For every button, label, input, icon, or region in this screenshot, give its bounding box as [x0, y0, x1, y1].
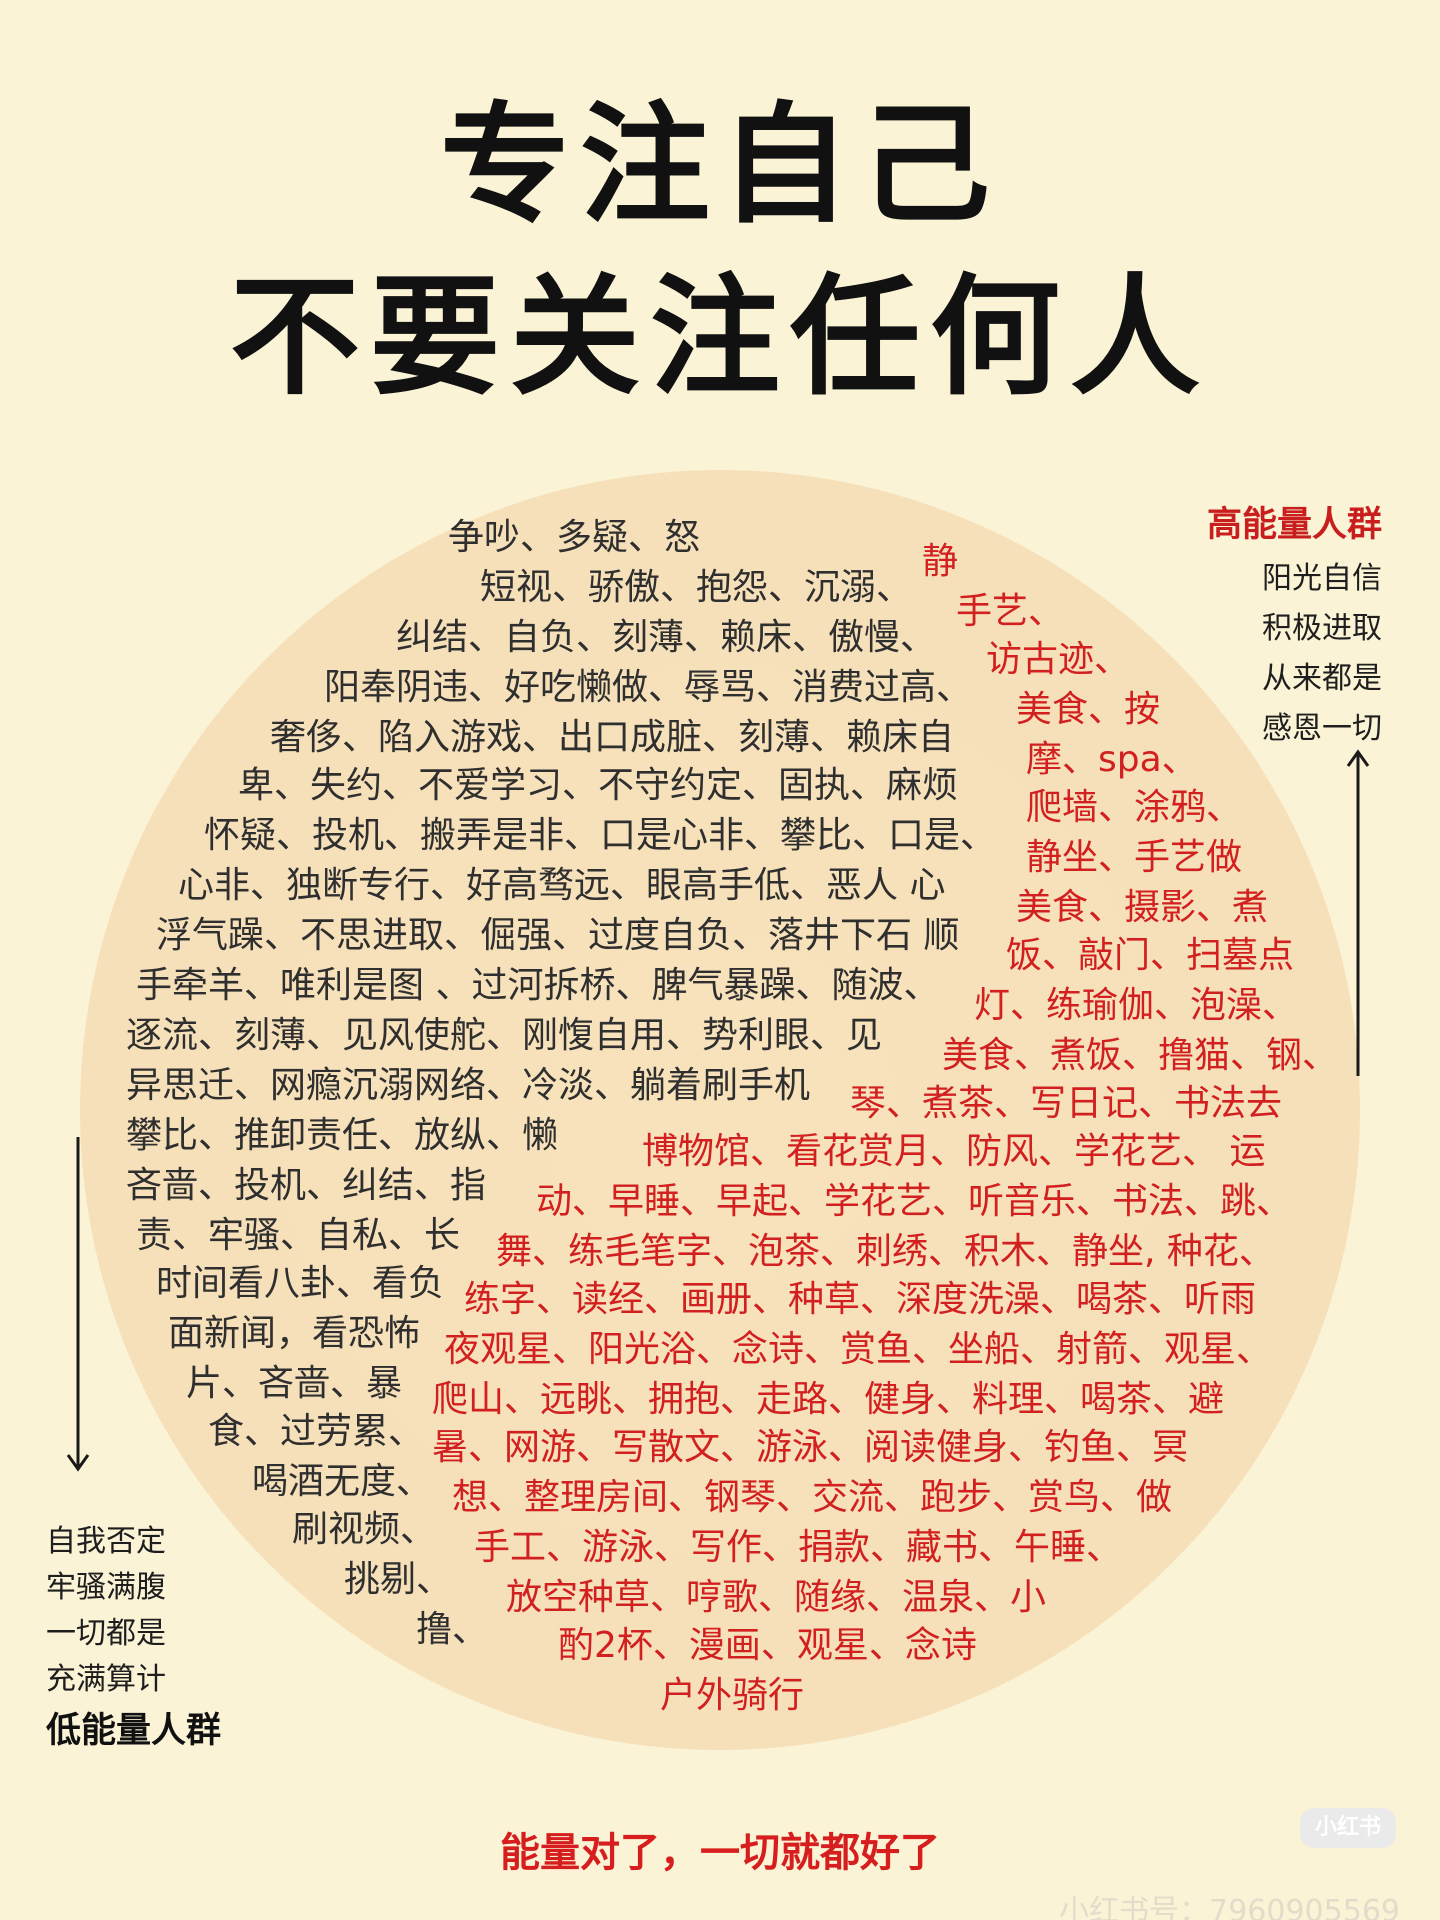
high-energy-heading: 高能量人群 — [1206, 505, 1382, 545]
high-energy-line: 从来都是 — [1262, 661, 1382, 696]
negative-word-line: 异思迁、网瘾沉溺网络、冷淡、躺着刷手机 — [126, 1065, 811, 1106]
positive-word-line: 饭、敲门、扫墓点 — [1006, 935, 1295, 976]
negative-word-line: 攀比、推卸责任、放纵、懒 — [126, 1115, 559, 1156]
positive-word-line: 动、早睡、早起、学花艺、听音乐、书法、跳、 — [536, 1181, 1293, 1222]
positive-word-line: 舞、练毛笔字、泡茶、刺绣、积木、静坐, 种花、 — [496, 1231, 1275, 1272]
negative-word-line: 短视、骄傲、抱怨、沉溺、 — [480, 567, 913, 608]
negative-word-line: 食、过劳累、 — [208, 1411, 425, 1452]
positive-word-line: 酌2杯、漫画、观星、念诗 — [558, 1625, 977, 1666]
positive-word-line: 摩、spa、 — [1026, 739, 1198, 780]
positive-word-line: 户外骑行 — [660, 1675, 805, 1716]
positive-word-line: 手艺、 — [956, 591, 1065, 632]
arrow-down-icon — [66, 1137, 90, 1472]
footer-slogan: 能量对了，一切就都好了 — [500, 1830, 940, 1876]
negative-word-line: 面新闻，看恐怖 — [168, 1313, 421, 1354]
negative-word-line: 片、吝啬、暴 — [186, 1363, 403, 1404]
negative-word-line: 刷视频、 — [292, 1509, 437, 1550]
positive-word-line: 暑、网游、写散文、游泳、阅读健身、钓鱼、冥 — [432, 1427, 1189, 1468]
negative-word-line: 撸、 — [416, 1609, 489, 1650]
positive-word-line: 博物馆、看花赏月、防风、学花艺、 运 — [642, 1131, 1266, 1172]
high-energy-line: 阳光自信 — [1262, 561, 1382, 596]
negative-word-line: 卑、失约、不爱学习、不守约定、固执、麻烦 — [238, 765, 959, 806]
negative-word-line: 奢侈、陷入游戏、出口成脏、刻薄、赖床自 — [270, 717, 955, 758]
title-line-2: 不要关注任何人 — [229, 261, 1210, 413]
positive-word-line: 美食、摄影、煮 — [1016, 887, 1269, 928]
positive-word-line: 美食、煮饭、撸猫、钢、 — [942, 1035, 1339, 1076]
energy-circle — [80, 470, 1360, 1750]
negative-word-line: 怀疑、投机、搬弄是非、口是心非、攀比、口是、 — [204, 815, 997, 856]
low-energy-line: 牢骚满腹 — [46, 1570, 166, 1605]
negative-word-line: 心非、独断专行、好高骛远、眼高手低、恶人 心 — [178, 865, 946, 906]
negative-word-line: 浮气躁、不思进取、倔强、过度自负、落井下石 顺 — [156, 915, 960, 956]
positive-word-line: 想、整理房间、钢琴、交流、跑步、赏鸟、做 — [452, 1477, 1173, 1518]
negative-word-line: 阳奉阴违、好吃懒做、辱骂、消费过高、 — [324, 667, 973, 708]
negative-word-line: 纠结、自负、刻薄、赖床、傲慢、 — [396, 617, 937, 658]
positive-word-line: 爬山、远眺、拥抱、走路、健身、料理、喝茶、避 — [432, 1379, 1225, 1420]
low-energy-line: 充满算计 — [46, 1662, 166, 1697]
positive-word-line: 静 — [922, 541, 959, 582]
negative-word-line: 手牵羊、唯利是图 、过河拆桥、脾气暴躁、随波、 — [136, 965, 940, 1006]
negative-word-line: 争吵、多疑、怒 — [447, 517, 701, 558]
negative-word-line: 挑剔、 — [344, 1559, 453, 1600]
negative-word-line: 责、牢骚、自私、长 — [136, 1215, 461, 1256]
title-line-1: 专注自己 — [439, 89, 1000, 241]
positive-word-line: 琴、煮茶、写日记、书法去 — [850, 1083, 1283, 1124]
low-energy-heading: 低能量人群 — [46, 1711, 222, 1751]
watermark-logo: 小红书 — [1300, 1808, 1396, 1848]
positive-word-line: 爬墙、涂鸦、 — [1026, 787, 1243, 828]
positive-word-line: 美食、按 — [1016, 689, 1161, 730]
negative-word-line: 时间看八卦、看负 — [156, 1263, 445, 1304]
positive-word-line: 手工、游泳、写作、捐款、藏书、午睡、 — [474, 1527, 1123, 1568]
positive-word-line: 静坐、手艺做 — [1026, 837, 1243, 878]
positive-word-line: 放空种草、哼歌、随缘、温泉、小 — [506, 1577, 1047, 1618]
high-energy-line: 积极进取 — [1262, 611, 1382, 646]
positive-word-line: 访古迹、 — [986, 639, 1131, 680]
positive-word-line: 练字、读经、画册、种草、深度洗澡、喝茶、听雨 — [464, 1279, 1257, 1320]
arrow-up-icon — [1346, 749, 1370, 1076]
watermark-id: 小红书号：7960905569 — [1059, 1894, 1400, 1920]
negative-word-line: 吝啬、投机、纠结、指 — [126, 1165, 487, 1206]
negative-word-line: 喝酒无度、 — [252, 1461, 433, 1502]
high-energy-line: 感恩一切 — [1262, 711, 1382, 746]
positive-word-line: 夜观星、阳光浴、念诗、赏鱼、坐船、射箭、观星、 — [444, 1329, 1273, 1370]
negative-word-line: 逐流、刻薄、见风使舵、刚愎自用、势利眼、见 — [126, 1015, 883, 1056]
low-energy-line: 一切都是 — [46, 1616, 166, 1651]
low-energy-line: 自我否定 — [46, 1524, 166, 1559]
positive-word-line: 灯、练瑜伽、泡澡、 — [974, 985, 1299, 1026]
